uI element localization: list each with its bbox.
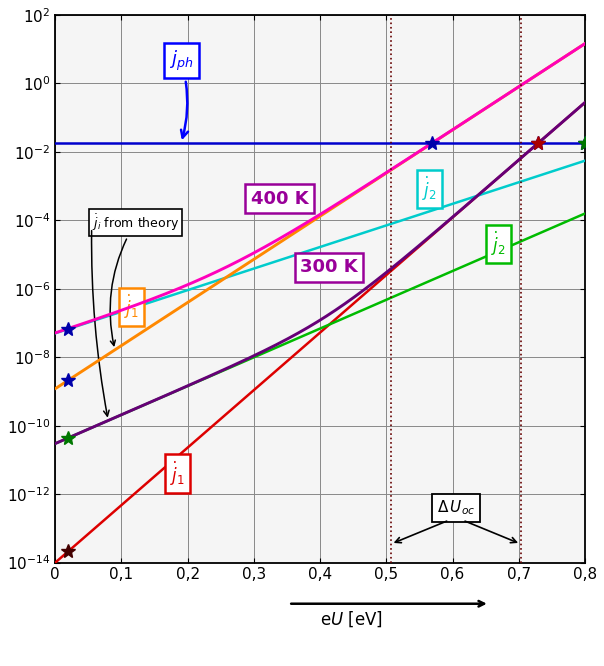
Text: $\dot{j}_i$ from theory: $\dot{j}_i$ from theory	[92, 212, 179, 346]
Text: $\dot{j}_2$: $\dot{j}_2$	[492, 230, 506, 258]
Text: 400 K: 400 K	[251, 190, 308, 208]
Text: $\dot{j}_2$: $\dot{j}_2$	[422, 175, 437, 203]
Text: $\Delta\, U_{oc}$: $\Delta\, U_{oc}$	[437, 499, 475, 517]
Text: 300 K: 300 K	[300, 258, 358, 276]
Text: $\dot{j}_1$: $\dot{j}_1$	[124, 292, 139, 320]
Text: e$\it{U}$ [eV]: e$\it{U}$ [eV]	[320, 609, 383, 629]
Text: $j_{ph}$: $j_{ph}$	[169, 49, 193, 138]
Text: $\dot{j}_1$: $\dot{j}_1$	[170, 460, 185, 488]
